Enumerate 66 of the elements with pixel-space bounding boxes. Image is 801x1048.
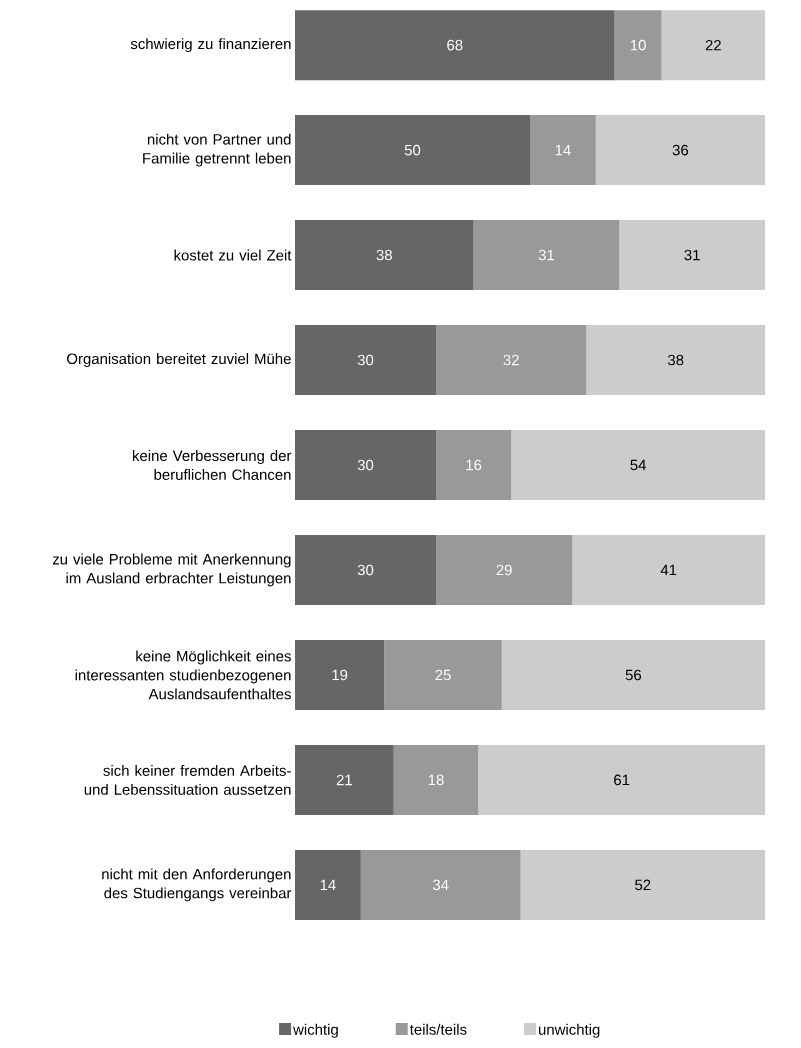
y-tick-label: nicht mit den Anforderungen des Studiengangs vereinbar <box>102 868 292 902</box>
data-label: 14 <box>320 879 336 891</box>
bar <box>614 10 662 81</box>
y-tick-label: kostet zu viel Zeit <box>174 249 292 261</box>
data-label: 21 <box>336 774 352 786</box>
bar <box>384 639 502 710</box>
data-label: 31 <box>538 249 555 261</box>
bar <box>295 744 394 815</box>
y-tick-label: nicht von Partner und Familie getrennt leben <box>143 133 291 167</box>
y-tick-label: keine Möglichkeit eines interessanten studienbezogenen Auslandsaufenthaltes <box>75 650 291 700</box>
data-label: 31 <box>684 249 700 261</box>
bar <box>511 430 765 501</box>
bar <box>436 325 587 396</box>
y-tick-label: Organisation bereitet zuviel Mühe <box>67 353 291 368</box>
bar <box>295 220 474 291</box>
bar <box>360 849 521 920</box>
data-label: 25 <box>435 669 451 681</box>
bar <box>530 115 596 186</box>
bar <box>586 325 765 396</box>
bar <box>295 534 436 605</box>
bar <box>619 220 765 291</box>
bar <box>661 10 765 81</box>
y-tick-label: zu viele Probleme mit Anerkennung im Ausland erbrachter Leistungen <box>52 553 291 587</box>
data-label: 52 <box>635 879 651 891</box>
data-label: 30 <box>357 459 374 471</box>
data-label: 54 <box>630 459 646 471</box>
data-label: 19 <box>332 669 348 681</box>
data-label: 41 <box>660 564 677 576</box>
legend-label: unwichtig <box>538 1023 600 1038</box>
data-label: 18 <box>428 774 444 786</box>
data-label: 22 <box>705 39 721 51</box>
data-label: 10 <box>630 39 646 51</box>
data-label: 14 <box>555 144 571 156</box>
data-label: 56 <box>625 669 642 681</box>
bar <box>295 325 436 396</box>
bar <box>295 115 530 186</box>
bar <box>478 744 765 815</box>
data-label: 30 <box>357 354 374 366</box>
data-label: 68 <box>447 39 463 51</box>
bar <box>295 849 361 920</box>
data-label: 30 <box>357 564 374 576</box>
data-label: 38 <box>376 249 392 261</box>
bar <box>295 430 436 501</box>
data-label: 34 <box>432 879 449 891</box>
bar <box>520 849 765 920</box>
bar <box>393 744 479 815</box>
bar <box>436 534 573 605</box>
data-label: 38 <box>667 354 684 366</box>
data-label: 32 <box>503 354 519 366</box>
bar <box>295 639 385 710</box>
data-label: 50 <box>404 144 421 156</box>
bar <box>572 534 765 605</box>
data-label: 61 <box>614 774 630 786</box>
bar <box>473 220 620 291</box>
data-label: 36 <box>672 144 689 156</box>
bar <box>501 639 765 710</box>
bar <box>595 115 765 186</box>
data-label: 16 <box>466 459 482 471</box>
data-label: 29 <box>496 564 512 576</box>
y-tick-label: sich keiner fremden Arbeits- und Lebenssituation aussetzen <box>84 764 291 795</box>
legend-label: wichtig <box>293 1023 338 1038</box>
y-tick-label: schwierig zu finanzieren <box>130 38 291 53</box>
bar <box>436 430 512 501</box>
y-tick-label: keine Verbesserung der beruflichen Chancen <box>132 450 292 480</box>
legend-label: teils/teils <box>409 1023 467 1035</box>
bar <box>295 10 615 81</box>
